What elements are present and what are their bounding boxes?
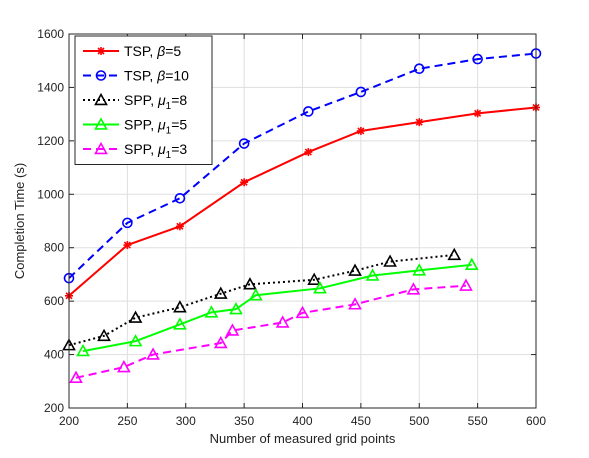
- series-line: [68, 253, 455, 347]
- x-tick-label: 500: [409, 414, 429, 428]
- data-point: [406, 282, 421, 295]
- data-point: [122, 217, 133, 229]
- x-axis-label: Number of measured grid points: [210, 431, 396, 446]
- data-point: [464, 257, 479, 271]
- x-tick-label: 300: [176, 414, 196, 428]
- series-2: [63, 48, 542, 284]
- series-4: [76, 257, 479, 357]
- legend: TSP, β=5 TSP, β=10 SPP, μ1=8 SPP, μ1=5 SPP, …: [74, 35, 213, 165]
- y-tick-label: 400: [44, 348, 64, 362]
- data-point: [365, 268, 380, 281]
- data-point: [304, 148, 313, 157]
- data-point: [412, 263, 427, 276]
- legend-item-5: SPP, μ1=3: [83, 141, 187, 161]
- data-point: [69, 370, 83, 384]
- data-point: [229, 302, 243, 315]
- y-tick-label: 1600: [37, 27, 64, 41]
- data-point: [128, 334, 143, 347]
- series-line: [82, 263, 472, 353]
- ticks: 200 250 300 350 400 450 500 550 600 200 400 600 800 1…: [37, 27, 546, 428]
- legend-marker: [94, 117, 108, 130]
- data-point: [174, 192, 186, 204]
- data-point: [240, 178, 249, 187]
- legend-item-1: TSP, β=5: [83, 43, 181, 59]
- data-point: [243, 277, 257, 290]
- legend-label: TSP, β=10: [124, 68, 189, 84]
- data-point: [303, 106, 314, 117]
- data-point: [473, 109, 482, 118]
- series-group: [62, 48, 542, 384]
- legend-label: SPP, μ1=8: [124, 92, 187, 112]
- legend-marker: [94, 141, 108, 155]
- data-point: [472, 53, 483, 65]
- data-point: [313, 281, 327, 294]
- data-point: [307, 272, 322, 285]
- series-5: [69, 278, 473, 384]
- data-point: [204, 305, 219, 318]
- legend-label: TSP, β=5: [124, 43, 181, 59]
- legend-label: SPP, μ1=3: [124, 141, 187, 161]
- series-line: [75, 284, 467, 379]
- x-tick-label: 450: [351, 414, 371, 428]
- data-point: [225, 323, 240, 336]
- series-3: [62, 247, 462, 351]
- x-tick-label: 200: [59, 414, 79, 428]
- data-point: [447, 247, 462, 261]
- data-point: [213, 335, 228, 349]
- data-point: [413, 63, 425, 75]
- y-tick-label: 1000: [37, 187, 64, 201]
- data-point: [173, 317, 187, 330]
- data-point: [248, 288, 263, 301]
- legend-marker: [94, 92, 108, 106]
- data-point: [348, 297, 362, 310]
- data-point: [173, 300, 187, 313]
- y-tick-label: 800: [44, 241, 64, 255]
- data-point: [348, 263, 362, 276]
- data-point: [355, 86, 367, 98]
- series-1: [65, 103, 540, 300]
- data-point: [295, 305, 310, 319]
- legend-marker: [95, 70, 107, 81]
- x-tick-label: 550: [468, 414, 488, 428]
- y-tick-label: 1400: [37, 80, 64, 94]
- y-tick-label: 600: [44, 294, 64, 308]
- data-point: [356, 126, 365, 135]
- data-point: [76, 343, 90, 357]
- x-tick-label: 600: [526, 414, 546, 428]
- legend-item-2: TSP, β=10: [83, 68, 189, 84]
- y-axis-label: Completion Time (s): [12, 163, 27, 279]
- y-tick-label: 1200: [37, 134, 64, 148]
- data-point: [146, 347, 160, 360]
- data-point: [275, 315, 290, 328]
- data-point: [97, 328, 111, 342]
- data-point: [123, 241, 132, 250]
- data-point: [238, 138, 250, 149]
- data-point: [117, 359, 131, 373]
- x-tick-label: 350: [234, 414, 254, 428]
- data-point: [213, 286, 228, 299]
- legend-marker: [97, 47, 105, 55]
- legend-item-4: SPP, μ1=5: [83, 117, 187, 137]
- data-point: [415, 118, 424, 127]
- y-tick-label: 200: [44, 401, 64, 415]
- x-tick-label: 250: [117, 414, 137, 428]
- x-tick-label: 400: [292, 414, 312, 428]
- data-point: [459, 278, 473, 291]
- data-point: [175, 222, 184, 231]
- legend-label: SPP, μ1=5: [124, 117, 187, 137]
- data-point: [128, 310, 143, 323]
- legend-item-3: SPP, μ1=8: [83, 92, 187, 112]
- data-point: [383, 254, 397, 267]
